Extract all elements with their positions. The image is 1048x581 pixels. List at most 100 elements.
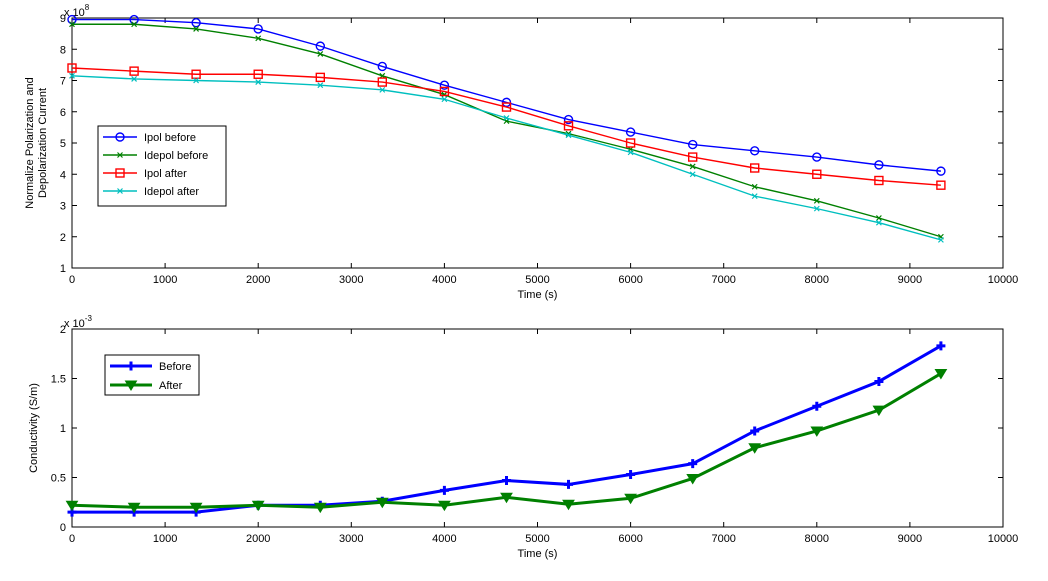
data-point bbox=[438, 500, 451, 512]
series-idepol-before bbox=[69, 21, 944, 240]
data-point bbox=[624, 493, 637, 505]
y-tick-label: 2 bbox=[60, 324, 66, 336]
y-axis-label: Depolarization Current bbox=[37, 88, 49, 198]
data-point bbox=[748, 443, 762, 454]
x-tick-label: 8000 bbox=[805, 533, 829, 545]
legend-marker bbox=[115, 132, 125, 142]
data-point bbox=[812, 401, 822, 411]
y-tick-label: 4 bbox=[60, 169, 66, 181]
legend-marker bbox=[115, 168, 125, 178]
data-point bbox=[689, 163, 696, 170]
x-tick-label: 10000 bbox=[988, 533, 1019, 545]
data-point bbox=[131, 21, 138, 28]
data-point bbox=[875, 215, 882, 221]
x-axis-label: Time (s) bbox=[518, 289, 558, 301]
data-point bbox=[189, 502, 203, 514]
data-point bbox=[317, 51, 324, 57]
y-tick-label: 8 bbox=[60, 44, 66, 56]
data-point bbox=[563, 121, 574, 131]
data-point bbox=[317, 82, 324, 89]
data-point bbox=[503, 115, 510, 121]
y-exponent-power: 8 bbox=[85, 3, 90, 12]
data-point bbox=[562, 499, 575, 511]
y-axis-label: Normalize Polarization and bbox=[24, 77, 36, 208]
y-exponent: x 108 bbox=[64, 3, 90, 19]
x-tick-label: 5000 bbox=[525, 274, 549, 286]
x-tick-label: 5000 bbox=[525, 533, 549, 545]
x-tick-label: 1000 bbox=[153, 274, 177, 286]
x-tick-label: 0 bbox=[69, 274, 75, 286]
legend-label: Ipol before bbox=[144, 132, 196, 144]
x-tick-label: 10000 bbox=[988, 274, 1019, 286]
data-point bbox=[563, 114, 574, 125]
data-point bbox=[315, 72, 325, 83]
data-point bbox=[812, 169, 822, 179]
legend-box bbox=[104, 354, 200, 396]
legend-entry: Before bbox=[110, 361, 191, 373]
legend-label: After bbox=[159, 380, 183, 392]
y-tick-label: 2 bbox=[60, 232, 66, 244]
data-point bbox=[564, 479, 574, 489]
data-point bbox=[500, 492, 513, 504]
y-tick-label: 1 bbox=[60, 263, 66, 275]
data-point bbox=[813, 197, 820, 204]
legend-marker bbox=[117, 188, 123, 194]
data-point bbox=[626, 470, 636, 480]
y-axis: 1 2 3 4 5 6 7 8 9 bbox=[60, 13, 1003, 275]
x-tick-label: 2000 bbox=[246, 274, 270, 286]
legend-label: Ipol after bbox=[144, 168, 187, 180]
y-tick-label: 5 bbox=[60, 138, 66, 150]
data-point bbox=[193, 26, 200, 32]
series-after bbox=[65, 369, 948, 514]
data-point bbox=[625, 138, 636, 148]
data-point bbox=[441, 96, 448, 103]
data-point bbox=[65, 500, 79, 512]
data-point bbox=[191, 17, 201, 28]
data-point bbox=[501, 475, 511, 485]
legend: Ipol before Idepol before Ipol after Idepol… bbox=[97, 125, 227, 207]
x-tick-label: 0 bbox=[69, 533, 75, 545]
y-tick-label: 7 bbox=[60, 76, 66, 88]
chart-2: 0 1000 2000 3000 4000 5000 6000 7000 8000 9000 100… bbox=[28, 314, 1018, 560]
y-axis-label: Conductivity (S/m) bbox=[28, 383, 40, 473]
data-point bbox=[627, 149, 634, 156]
x-tick-label: 3000 bbox=[339, 533, 363, 545]
data-point bbox=[936, 341, 946, 351]
data-point bbox=[934, 369, 948, 380]
legend-entry: Ipol after bbox=[103, 168, 187, 180]
data-point bbox=[875, 219, 882, 226]
data-point bbox=[255, 35, 262, 42]
chart-1: 0 1000 2000 3000 4000 5000 6000 7000 8000 9000 100… bbox=[24, 3, 1018, 301]
legend-marker bbox=[126, 361, 136, 371]
x-axis-label: Time (s) bbox=[518, 548, 558, 560]
data-point bbox=[253, 69, 263, 79]
x-tick-label: 7000 bbox=[711, 533, 735, 545]
x-tick-label: 4000 bbox=[432, 274, 456, 286]
data-point bbox=[936, 180, 946, 190]
y-axis: 0 0.5 1 1.5 2 bbox=[51, 324, 1003, 534]
data-point bbox=[379, 86, 386, 93]
data-point bbox=[253, 24, 263, 34]
data-point bbox=[127, 502, 141, 514]
legend-box bbox=[97, 125, 227, 207]
x-axis: 0 1000 2000 3000 4000 5000 6000 7000 8000 9000 100… bbox=[69, 18, 1018, 286]
data-point bbox=[874, 175, 884, 186]
data-point bbox=[687, 139, 698, 150]
data-point bbox=[69, 72, 75, 79]
data-point bbox=[813, 205, 820, 212]
legend-label: Idepol after bbox=[144, 186, 199, 198]
x-tick-label: 6000 bbox=[618, 533, 642, 545]
data-point bbox=[439, 86, 450, 97]
legend-label: Before bbox=[159, 361, 191, 373]
data-point bbox=[69, 21, 75, 28]
y-exponent: x 10-3 bbox=[64, 314, 92, 330]
x-tick-label: 1000 bbox=[153, 533, 177, 545]
series-idepol-after bbox=[69, 72, 944, 243]
data-point bbox=[313, 502, 327, 514]
data-point bbox=[377, 77, 388, 87]
x-tick-label: 2000 bbox=[246, 533, 270, 545]
data-point bbox=[315, 41, 325, 51]
legend: Before After bbox=[104, 354, 200, 396]
x-tick-label: 4000 bbox=[432, 533, 456, 545]
